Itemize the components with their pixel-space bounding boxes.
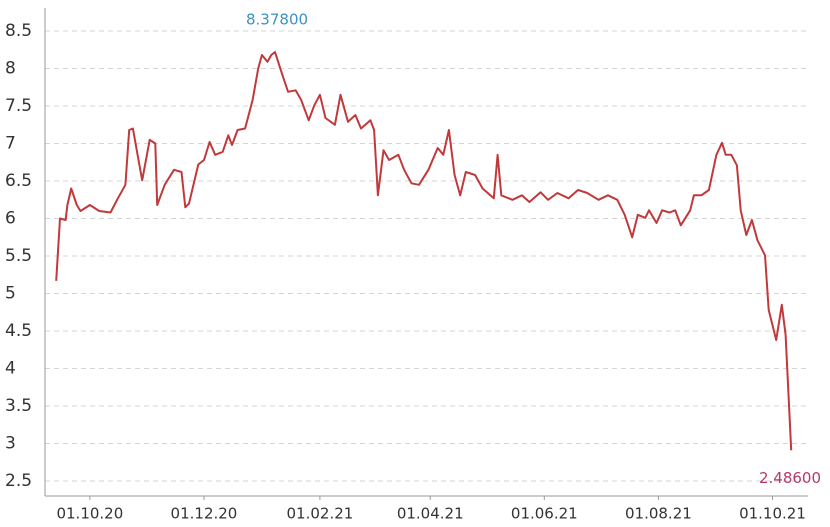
y-tick-label: 6 (5, 209, 16, 229)
annotation: 2.48600 (759, 469, 821, 487)
y-tick-label: 4 (5, 359, 16, 379)
y-tick-label: 2.5 (5, 471, 32, 491)
x-tick-label: 01.12.20 (171, 505, 238, 523)
x-tick-label: 01.10.20 (56, 505, 123, 523)
y-tick-label: 6.5 (5, 171, 32, 191)
y-tick-label: 3 (5, 434, 16, 454)
line (55, 51, 793, 451)
x-tick-label: 01.04.21 (397, 505, 464, 523)
y-tick-label: 3.5 (5, 396, 32, 416)
x-tick-label: 01.08.21 (625, 505, 692, 523)
y-tick-label: 5 (5, 284, 16, 304)
grid (45, 30, 808, 482)
y-tick-label: 8.5 (5, 21, 32, 41)
y-tick-label: 7 (5, 134, 16, 154)
x-tick-label: 01.10.21 (739, 505, 806, 523)
x-tick-label: 01.02.21 (287, 505, 354, 523)
y-tick-label: 5.5 (5, 246, 32, 266)
y-tick-label: 4.5 (5, 321, 32, 341)
y-tick-label: 8 (5, 59, 16, 79)
y-tick-label: 7.5 (5, 96, 32, 116)
annotation: 8.37800 (246, 11, 308, 29)
x-tick-label: 01.06.21 (511, 505, 578, 523)
